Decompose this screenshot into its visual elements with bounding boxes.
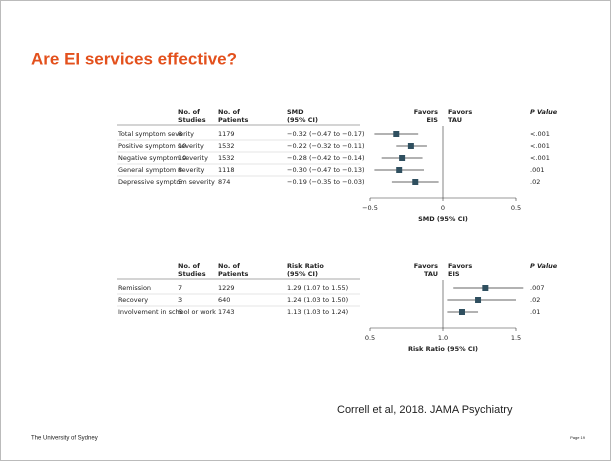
- patients: 1229: [218, 284, 235, 292]
- estimate: [475, 297, 482, 303]
- patients: 1179: [218, 130, 235, 138]
- x-tick-label: 0: [441, 204, 445, 212]
- x-tick-label: 1.0: [438, 334, 448, 342]
- ci-text: 1.24 (1.03 to 1.50): [287, 296, 348, 304]
- citation: Correll et al, 2018. JAMA Psychiatry: [337, 404, 513, 416]
- x-tick-label: 0.5: [511, 204, 521, 212]
- ci-text: −0.19 (−0.35 to −0.03): [287, 178, 365, 186]
- x-axis-label: SMD (95% CI): [418, 215, 468, 223]
- p-value: <.001: [530, 142, 550, 150]
- row-label: Remission: [118, 284, 151, 292]
- row-label: Depressive symptom severity: [118, 178, 215, 186]
- studies: 10: [178, 142, 186, 150]
- patients: 640: [218, 296, 230, 304]
- favors-label: Favors: [414, 108, 438, 116]
- x-tick-label: 0.5: [365, 334, 375, 342]
- patients: 1532: [218, 142, 235, 150]
- p-value: .01: [530, 308, 540, 316]
- p-value: <.001: [530, 130, 550, 138]
- ci-text: −0.32 (−0.47 to −0.17): [287, 130, 365, 138]
- favors-label: EIS: [448, 270, 460, 278]
- studies: 5: [178, 178, 182, 186]
- ci-text: −0.28 (−0.42 to −0.14): [287, 154, 365, 162]
- patients: 1118: [218, 166, 235, 174]
- ci-text: −0.30 (−0.47 to −0.13): [287, 166, 365, 174]
- slide-title: Are EI services effective?: [31, 49, 237, 68]
- studies: 3: [178, 296, 182, 304]
- row-label: Negative symptom severity: [118, 154, 208, 162]
- studies: 10: [178, 154, 186, 162]
- favors-label: TAU: [424, 270, 438, 278]
- estimate: [393, 131, 400, 137]
- p-header: P Value: [530, 108, 558, 116]
- row-label: Total symptom severity: [117, 130, 194, 138]
- row-label: General symptom severity: [118, 166, 205, 174]
- x-axis-label: Risk Ratio (95% CI): [408, 345, 478, 353]
- ci-text: 1.29 (1.07 to 1.55): [287, 284, 348, 292]
- favors-label: Favors: [448, 262, 472, 270]
- column-header: No. of: [178, 108, 200, 116]
- column-header: (95% CI): [287, 116, 318, 124]
- x-tick-label: 1.5: [511, 334, 521, 342]
- favors-label: Favors: [448, 108, 472, 116]
- p-value: .007: [530, 284, 544, 292]
- studies: 7: [178, 284, 182, 292]
- x-tick-label: −0.5: [362, 204, 378, 212]
- estimate: [407, 143, 414, 149]
- estimate: [458, 309, 465, 315]
- studies: 6: [178, 308, 182, 316]
- footer-right: Page 19: [570, 435, 586, 440]
- row-label: Recovery: [118, 296, 148, 304]
- column-header: Studies: [178, 116, 206, 124]
- column-header: Patients: [218, 116, 248, 124]
- row-label: Involvement in school or work: [118, 308, 216, 316]
- ci-text: −0.22 (−0.32 to −0.11): [287, 142, 365, 150]
- studies: 8: [178, 130, 182, 138]
- column-header: SMD: [287, 108, 304, 116]
- column-header: No. of: [178, 262, 200, 270]
- column-header: No. of: [218, 108, 240, 116]
- patients: 874: [218, 178, 230, 186]
- patients: 1532: [218, 154, 235, 162]
- row-label: Positive symptom severity: [118, 142, 204, 150]
- studies: 8: [178, 166, 182, 174]
- favors-label: TAU: [448, 116, 462, 124]
- footer-left: The University of Sydney: [31, 436, 98, 442]
- favors-label: EIS: [426, 116, 438, 124]
- column-header: (95% CI): [287, 270, 318, 278]
- estimate: [399, 155, 406, 161]
- column-header: Patients: [218, 270, 248, 278]
- favors-label: Favors: [414, 262, 438, 270]
- estimate: [412, 179, 419, 185]
- ci-text: 1.13 (1.03 to 1.24): [287, 308, 348, 316]
- p-value: .02: [530, 296, 540, 304]
- p-value: <.001: [530, 154, 550, 162]
- patients: 1743: [218, 308, 235, 316]
- p-value: .02: [530, 178, 540, 186]
- column-header: Studies: [178, 270, 206, 278]
- column-header: Risk Ratio: [287, 262, 324, 270]
- column-header: No. of: [218, 262, 240, 270]
- p-value: .001: [530, 166, 544, 174]
- estimate: [396, 167, 403, 173]
- estimate: [482, 285, 489, 291]
- p-header: P Value: [530, 262, 558, 270]
